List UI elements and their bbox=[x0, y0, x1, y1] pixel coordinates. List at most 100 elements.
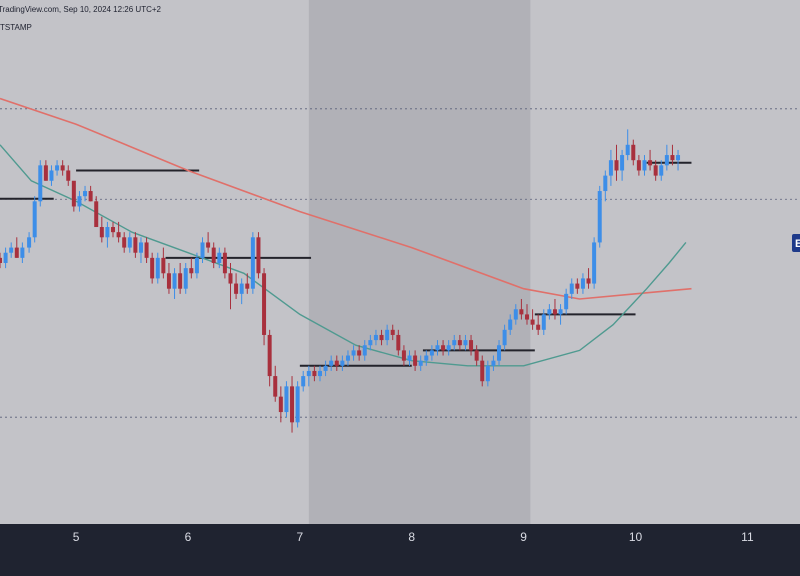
candle-body bbox=[71, 180, 76, 207]
candle-body bbox=[390, 329, 395, 335]
candle-body bbox=[105, 227, 110, 238]
candle-body bbox=[32, 201, 37, 238]
candle bbox=[99, 216, 104, 243]
x-tick-label: 5 bbox=[73, 530, 80, 544]
candle bbox=[530, 309, 535, 330]
highlighted-day-band bbox=[308, 0, 531, 524]
candle bbox=[603, 170, 608, 202]
candle bbox=[351, 345, 356, 361]
candle bbox=[194, 252, 199, 279]
candles bbox=[0, 129, 681, 433]
candle bbox=[636, 155, 641, 176]
candle-body bbox=[94, 201, 99, 228]
candle bbox=[178, 263, 183, 294]
candle bbox=[575, 278, 580, 294]
dotted-levels bbox=[0, 108, 800, 418]
candle-body bbox=[586, 278, 591, 284]
candle bbox=[368, 334, 373, 351]
candle-body bbox=[250, 237, 255, 289]
candle-body bbox=[401, 350, 406, 361]
candle bbox=[569, 278, 574, 299]
candle bbox=[27, 232, 32, 253]
candle-body bbox=[597, 191, 602, 243]
candle bbox=[88, 185, 93, 202]
candle bbox=[676, 149, 681, 171]
candle bbox=[133, 232, 138, 258]
candle-body bbox=[211, 247, 216, 263]
candle-body bbox=[491, 360, 496, 366]
candle bbox=[290, 376, 295, 433]
candle-body bbox=[524, 314, 529, 320]
candle-body bbox=[334, 360, 339, 366]
candle bbox=[306, 365, 311, 387]
candle bbox=[345, 350, 350, 366]
candle-body bbox=[424, 355, 429, 361]
candle bbox=[32, 196, 37, 243]
candle-body bbox=[301, 376, 306, 387]
candle bbox=[183, 263, 188, 294]
candle-body bbox=[200, 242, 205, 258]
candle bbox=[312, 365, 317, 382]
candle-body bbox=[20, 247, 25, 258]
candle-body bbox=[273, 376, 278, 397]
candle-body bbox=[150, 257, 155, 279]
candle bbox=[334, 355, 339, 371]
candle-body bbox=[664, 155, 669, 166]
candle-body bbox=[77, 196, 82, 207]
candle-body bbox=[278, 396, 283, 413]
candle-body bbox=[435, 345, 440, 351]
candle bbox=[250, 232, 255, 294]
candle-body bbox=[222, 252, 227, 274]
candle-body bbox=[676, 155, 681, 161]
header-source: TradingView.com, Sep 10, 2024 12:26 UTC+… bbox=[0, 5, 162, 14]
candle bbox=[340, 355, 345, 371]
candle-body bbox=[441, 345, 446, 351]
x-tick-label: 10 bbox=[629, 530, 643, 544]
candle-body bbox=[569, 283, 574, 294]
candle-body bbox=[429, 350, 434, 356]
candle-body bbox=[161, 257, 166, 274]
candle-body bbox=[312, 370, 317, 377]
candle-body bbox=[178, 273, 183, 289]
candle bbox=[49, 165, 54, 186]
candle-body bbox=[329, 360, 334, 366]
candle-body bbox=[642, 160, 647, 171]
candle bbox=[239, 278, 244, 305]
candle bbox=[401, 345, 406, 366]
candle bbox=[206, 232, 211, 253]
candle-body bbox=[373, 334, 378, 341]
candle bbox=[357, 345, 362, 361]
candle-body bbox=[245, 283, 250, 289]
candle-body bbox=[357, 350, 362, 356]
candle-body bbox=[99, 227, 104, 238]
candle-body bbox=[418, 360, 423, 366]
candle bbox=[245, 273, 250, 294]
candle bbox=[267, 329, 272, 387]
candle bbox=[284, 381, 289, 418]
candle-body bbox=[318, 370, 322, 377]
candle bbox=[55, 160, 60, 176]
candle bbox=[497, 340, 502, 366]
candle bbox=[373, 329, 378, 346]
candle-body bbox=[194, 257, 199, 274]
candle-body bbox=[592, 242, 597, 284]
candle-body bbox=[60, 165, 65, 171]
candle bbox=[83, 185, 88, 202]
candle bbox=[648, 149, 653, 171]
candle-body bbox=[138, 242, 143, 253]
candle-body bbox=[14, 247, 19, 258]
candle bbox=[547, 304, 552, 320]
price-tag-box bbox=[792, 234, 800, 252]
x-tick-label: 7 bbox=[297, 530, 304, 544]
candle bbox=[273, 365, 278, 402]
candle-body bbox=[463, 340, 468, 346]
candle bbox=[43, 160, 48, 181]
candle bbox=[536, 314, 541, 335]
candle-body bbox=[474, 350, 479, 361]
candle-body bbox=[513, 309, 518, 320]
chart-header: TradingView.com, Sep 10, 2024 12:26 UTC+… bbox=[0, 5, 162, 32]
candle bbox=[614, 144, 619, 181]
candle bbox=[172, 268, 177, 299]
candle bbox=[166, 263, 171, 294]
candle bbox=[60, 160, 65, 176]
